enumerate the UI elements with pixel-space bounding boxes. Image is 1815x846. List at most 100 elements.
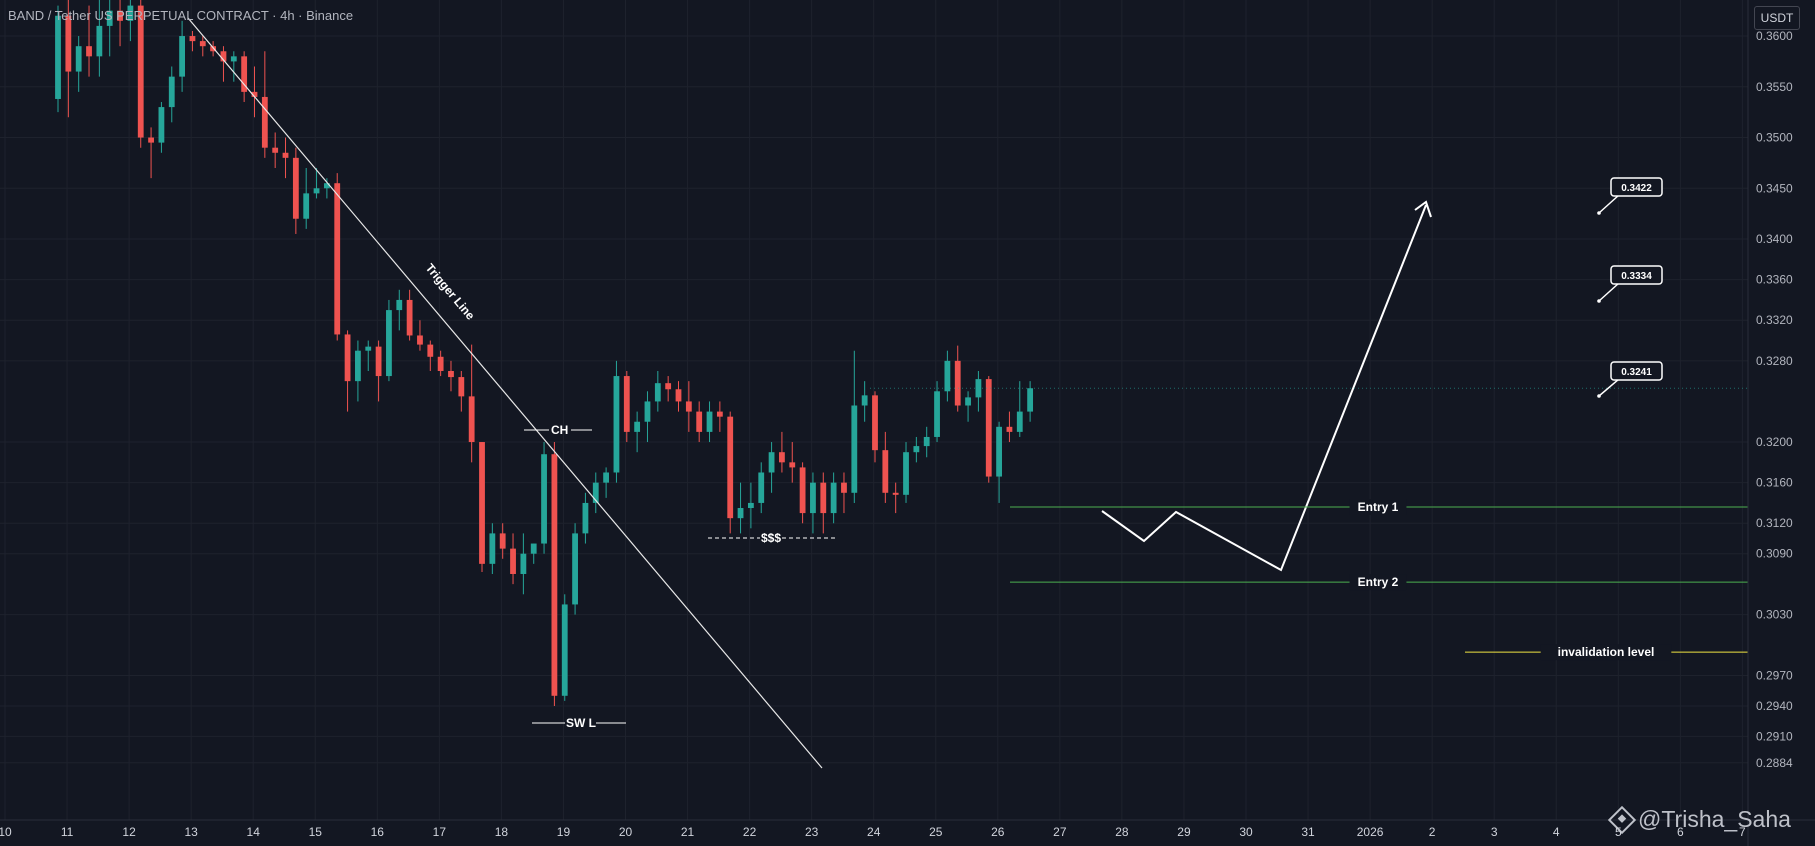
candle bbox=[282, 137, 289, 179]
candle bbox=[210, 41, 217, 57]
candle-body bbox=[551, 454, 558, 696]
time-axis[interactable]: 10 11 12 13 14 15 16 17 18 19 20 21 22 23 24 25 26 27 28 29… bbox=[0, 819, 1815, 839]
candle bbox=[820, 472, 827, 534]
ch-label: CH bbox=[551, 423, 568, 437]
time-tick-label: 5 bbox=[1615, 825, 1622, 839]
candle-body bbox=[499, 533, 506, 549]
candle-body bbox=[261, 96, 268, 148]
watermark-text: @Trisha_Saha bbox=[1638, 806, 1791, 832]
candle bbox=[696, 401, 703, 443]
candle bbox=[427, 340, 434, 371]
target-box bbox=[1610, 361, 1663, 381]
candle-body bbox=[810, 482, 816, 514]
target-callouts: 0.3422 0.3334 0.3241 bbox=[1597, 177, 1663, 398]
price-tick-label: 0.2940 bbox=[1756, 699, 1793, 713]
candle-body bbox=[561, 604, 568, 696]
time-tick-label: 7 bbox=[1739, 825, 1746, 839]
target-callout[interactable]: 0.3241 bbox=[1597, 361, 1663, 398]
candle-body bbox=[479, 442, 485, 564]
drawings: Trigger Line CH SW L $$$ bbox=[187, 17, 1432, 769]
candle-body bbox=[613, 376, 620, 473]
candle-body bbox=[913, 446, 920, 453]
candle bbox=[551, 442, 558, 706]
candle bbox=[623, 370, 630, 443]
time-tick-label: 19 bbox=[557, 825, 571, 839]
candle bbox=[830, 472, 837, 524]
price-tick-label: 0.3450 bbox=[1756, 181, 1793, 195]
candle bbox=[747, 482, 754, 529]
target-pointer bbox=[1598, 194, 1620, 214]
candle bbox=[148, 127, 154, 179]
target-pointer bbox=[1598, 378, 1620, 397]
target-callout[interactable]: 0.3422 bbox=[1597, 177, 1663, 215]
candle bbox=[810, 472, 816, 534]
candle-body bbox=[882, 450, 889, 493]
target-price: 0.3334 bbox=[1621, 271, 1652, 282]
candle-body bbox=[520, 553, 527, 574]
candle bbox=[799, 462, 806, 524]
target-price: 0.3241 bbox=[1621, 367, 1652, 378]
time-tick-label: 2 bbox=[1429, 825, 1436, 839]
candle bbox=[779, 431, 785, 473]
candle-body bbox=[386, 310, 392, 377]
liquidity-label: $$$ bbox=[761, 531, 781, 545]
candle bbox=[644, 391, 651, 443]
candle bbox=[86, 5, 92, 77]
candle bbox=[530, 543, 537, 564]
candle bbox=[65, 0, 72, 118]
candle bbox=[903, 442, 909, 503]
candle bbox=[882, 431, 889, 503]
candle-body bbox=[954, 360, 961, 406]
time-tick-label: 12 bbox=[122, 825, 136, 839]
time-tick-label: 10 bbox=[0, 825, 12, 839]
price-axis-panel bbox=[1748, 0, 1815, 846]
candle bbox=[334, 173, 341, 341]
candle-body bbox=[396, 299, 403, 311]
candle-body bbox=[220, 51, 227, 62]
invalidation-level-label: invalidation level bbox=[1558, 645, 1655, 659]
candle-body bbox=[716, 411, 723, 417]
price-tick-label: 0.3200 bbox=[1756, 435, 1793, 449]
target-callout[interactable]: 0.3334 bbox=[1597, 265, 1663, 303]
candle bbox=[55, 5, 61, 113]
time-tick-label: 20 bbox=[619, 825, 633, 839]
candle-body bbox=[892, 492, 899, 495]
candle-body bbox=[965, 397, 971, 406]
candle-body bbox=[406, 299, 413, 336]
price-axis[interactable]: 0.3600 0.3550 0.3500 0.3450 0.3400 0.3360 0.33… bbox=[1747, 0, 1815, 846]
candle bbox=[789, 442, 796, 483]
candle-body bbox=[427, 344, 434, 357]
time-tick-label: 27 bbox=[1053, 825, 1067, 839]
candle bbox=[1016, 381, 1023, 437]
trigger-line[interactable] bbox=[187, 17, 823, 769]
candle bbox=[675, 381, 682, 412]
trigger-line-label: Trigger Line bbox=[423, 261, 478, 323]
time-tick-label: 23 bbox=[805, 825, 819, 839]
candle-body bbox=[779, 452, 785, 463]
candle bbox=[479, 442, 485, 572]
candle-body bbox=[934, 391, 940, 437]
time-tick-label: 13 bbox=[184, 825, 198, 839]
symbol-header: BAND / Tether US PERPETUAL CONTRACT · 4h… bbox=[8, 8, 354, 23]
candle bbox=[375, 340, 382, 402]
candle-body bbox=[210, 46, 217, 52]
candle bbox=[1006, 411, 1013, 443]
time-tick-label: 4 bbox=[1553, 825, 1560, 839]
candle-body bbox=[985, 379, 992, 477]
time-tick-label: 2026 bbox=[1357, 825, 1384, 839]
candle-body bbox=[75, 46, 82, 72]
candle bbox=[127, 0, 134, 42]
projection-path[interactable] bbox=[1101, 204, 1427, 572]
candle-body bbox=[86, 46, 92, 57]
target-dot bbox=[1597, 299, 1601, 303]
candle bbox=[355, 340, 361, 402]
currency-button[interactable]: USDT bbox=[1754, 6, 1800, 30]
candle bbox=[685, 381, 692, 432]
candle-body bbox=[323, 183, 330, 189]
price-tick-label: 0.3400 bbox=[1756, 232, 1793, 246]
swl-label: SW L bbox=[566, 716, 596, 730]
candle bbox=[251, 66, 258, 118]
candle bbox=[417, 320, 423, 351]
candle-body bbox=[851, 405, 858, 493]
